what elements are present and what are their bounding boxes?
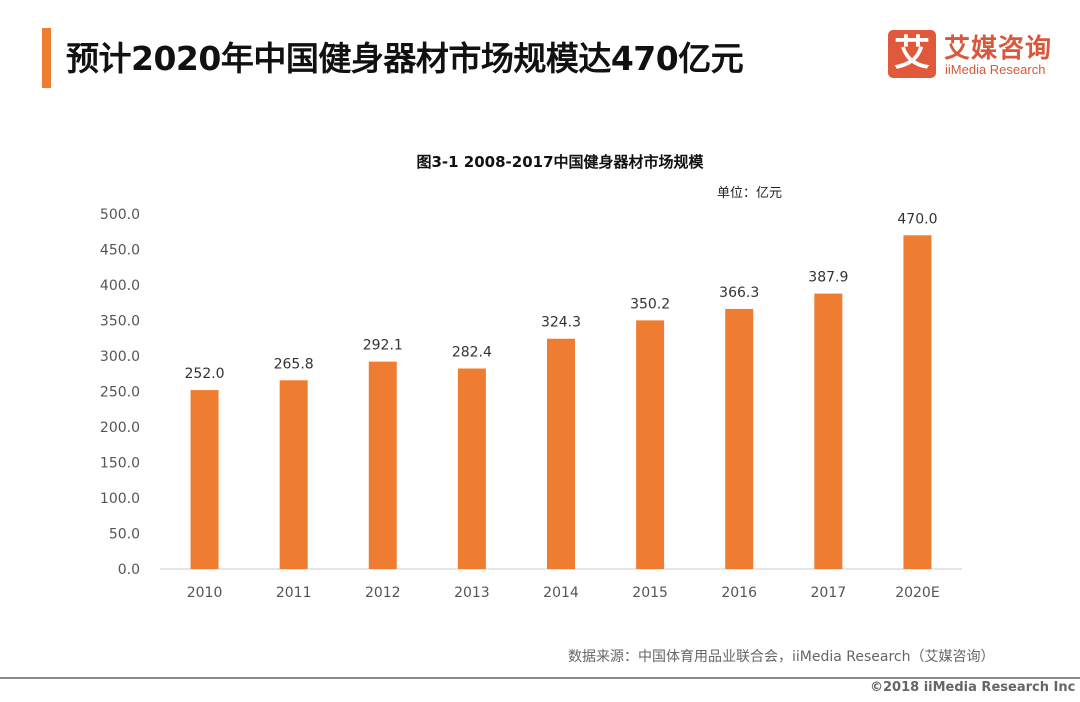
copyright: ©2018 iiMedia Research Inc [870,680,1076,695]
data-label: 252.0 [185,366,225,382]
y-tick-label: 450.0 [100,243,140,259]
bar-2013 [457,368,486,569]
bar-2017 [814,293,843,569]
y-tick-label: 500.0 [100,207,140,223]
x-tick-label: 2020E [895,585,939,601]
y-tick-label: 350.0 [100,314,140,330]
x-tick-label: 2017 [811,585,847,601]
data-label: 292.1 [363,338,403,354]
data-label: 470.0 [897,211,937,227]
logo-text-en: iiMedia Research [945,62,1046,77]
logo-text-cn: 艾媒咨询 [944,34,1053,64]
y-tick-label: 150.0 [100,456,140,472]
y-tick-label: 200.0 [100,420,140,436]
page-title: 预计2020年中国健身器材市场规模达470亿元 [66,39,744,78]
y-tick-label: 100.0 [100,491,140,507]
bar-2020E [903,235,932,570]
chart-title: 图3-1 2008-2017中国健身器材市场规模 [416,153,704,171]
x-tick-label: 2015 [632,585,668,601]
data-label: 350.2 [630,296,670,312]
x-tick-label: 2010 [187,585,223,601]
bar-2015 [636,320,665,569]
y-tick-label: 300.0 [100,349,140,365]
data-label: 265.8 [274,356,314,372]
y-tick-label: 0.0 [118,562,140,578]
data-label: 366.3 [719,285,759,301]
logo: 艾 艾媒咨询 iiMedia Research [888,30,1068,80]
data-label: 387.9 [808,270,848,286]
bar-2014 [547,338,575,569]
x-tick-label: 2014 [543,585,579,601]
x-tick-label: 2012 [365,585,401,601]
unit-label: 单位：亿元 [717,186,782,201]
y-tick-label: 50.0 [109,527,140,543]
x-tick-label: 2013 [454,585,490,601]
bar-2010 [190,390,219,569]
bar-2016 [725,308,754,569]
bar-2011 [279,380,308,569]
title-accent-bar [42,28,51,88]
data-label: 324.3 [541,315,581,331]
footer-divider [0,677,1080,679]
logo-mark: 艾 [888,30,936,78]
x-tick-label: 2011 [276,585,312,601]
source-note: 数据来源：中国体育用品业联合会，iiMedia Research（艾媒咨询） [568,649,995,665]
y-tick-label: 250.0 [100,385,140,401]
data-label: 282.4 [452,344,492,360]
bar-2012 [368,361,397,569]
x-tick-label: 2016 [721,585,757,601]
y-tick-label: 400.0 [100,278,140,294]
